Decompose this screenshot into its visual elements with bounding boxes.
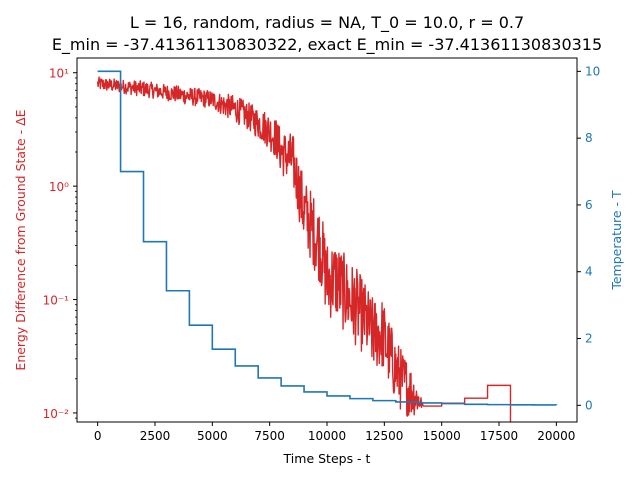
x-axis: 0 2500 5000 7500 10000 12500 15000 17500 20000 bbox=[94, 422, 575, 443]
y-right-tick-label: 4 bbox=[585, 265, 593, 279]
energy-series bbox=[96, 76, 512, 422]
y-axis-left-label: Energy Difference from Ground State - ΔE bbox=[13, 109, 28, 370]
y-right-tick-label: 2 bbox=[585, 332, 593, 346]
y-left-tick-label: 10⁻² bbox=[43, 407, 70, 421]
x-tick-label: 15000 bbox=[423, 429, 461, 443]
y-left-tick-label: 10⁰ bbox=[49, 180, 69, 194]
chart-title-line1: L = 16, random, radius = NA, T_0 = 10.0,… bbox=[130, 13, 524, 33]
x-tick-label: 10000 bbox=[308, 429, 346, 443]
x-tick-label: 20000 bbox=[537, 429, 575, 443]
y-right-tick-label: 0 bbox=[585, 398, 593, 412]
y-right-tick-label: 6 bbox=[585, 198, 593, 212]
x-tick-label: 17500 bbox=[480, 429, 518, 443]
temperature-line bbox=[97, 70, 558, 406]
y-axis-right-label: Temperature - T bbox=[609, 190, 624, 291]
y-right-tick-label: 8 bbox=[585, 131, 593, 145]
chart-title-line2: E_min = -37.41361130830322, exact E_min … bbox=[52, 35, 602, 55]
y-right-tick-label: 10 bbox=[585, 64, 600, 78]
x-axis-label: Time Steps - t bbox=[283, 451, 371, 466]
y-left-tick-label: 10¹ bbox=[49, 67, 69, 81]
x-tick-label: 0 bbox=[94, 429, 102, 443]
plot-frame bbox=[76, 57, 578, 423]
plot-area bbox=[76, 57, 578, 423]
temperature-series bbox=[97, 70, 558, 406]
x-tick-label: 7500 bbox=[254, 429, 285, 443]
x-tick-label: 5000 bbox=[197, 429, 228, 443]
x-tick-label: 2500 bbox=[140, 429, 171, 443]
energy-line bbox=[96, 76, 512, 422]
y-axis-right: 0 2 4 6 8 10 bbox=[577, 64, 600, 412]
x-tick-label: 12500 bbox=[365, 429, 403, 443]
y-axis-left: 10⁻² 10⁻¹ 10⁰ 10¹ bbox=[43, 67, 77, 421]
y-left-tick-label: 10⁻¹ bbox=[43, 294, 70, 308]
